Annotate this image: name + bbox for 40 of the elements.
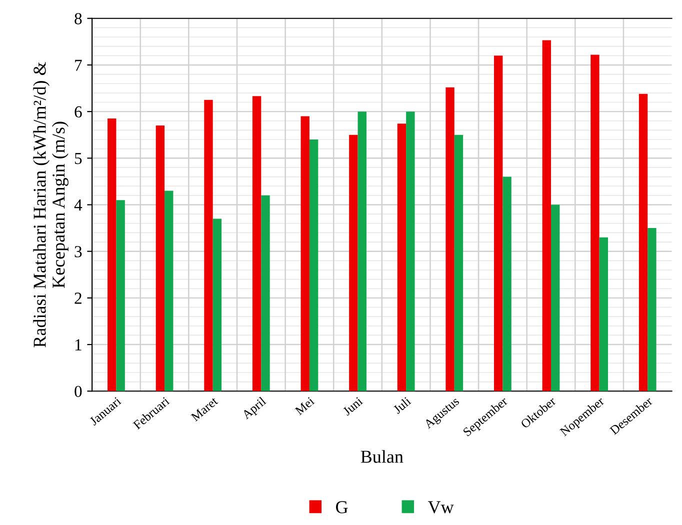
bar [638, 94, 648, 392]
bar [252, 96, 262, 392]
x-axis-title: Bulan [360, 450, 404, 463]
bar [446, 87, 454, 392]
x-tick-label: Juni [342, 396, 364, 416]
bar [599, 237, 608, 392]
bar [212, 218, 222, 392]
bar [309, 140, 318, 392]
bar [156, 126, 165, 392]
bar [116, 200, 125, 392]
bar [204, 100, 213, 392]
bar [406, 112, 415, 392]
bar [349, 134, 358, 392]
y-axis-title: Radiasi Matahari Harian (kWh/m²/d) & Kecepatan Angin (m/s) [33, 62, 68, 348]
bar [590, 54, 600, 392]
bar [164, 190, 174, 392]
legend-label: G [336, 501, 348, 514]
y-tick-label: 0 [74, 386, 82, 398]
bar [108, 118, 116, 392]
bar [551, 204, 560, 392]
bar [494, 56, 503, 392]
bar [397, 124, 406, 392]
x-tick-label: Mei [294, 396, 315, 416]
bar [261, 195, 270, 392]
y-tick-label: 1 [75, 339, 82, 350]
x-tick-label: Juli [392, 396, 412, 414]
bar [648, 228, 656, 392]
y-tick-label: 8 [74, 13, 82, 24]
y-tick-label: 3 [74, 246, 82, 258]
bar [502, 176, 512, 392]
y-tick-label: 4 [74, 200, 82, 211]
bar [300, 116, 310, 392]
bar [454, 134, 464, 392]
bar [358, 112, 366, 392]
y-tick-label: 6 [74, 106, 82, 118]
y-tick-label: 7 [75, 60, 82, 71]
legend-label: Vw [428, 501, 454, 514]
y-tick-label: 5 [74, 153, 82, 164]
bar [542, 40, 551, 392]
y-tick-label: 2 [74, 292, 82, 304]
